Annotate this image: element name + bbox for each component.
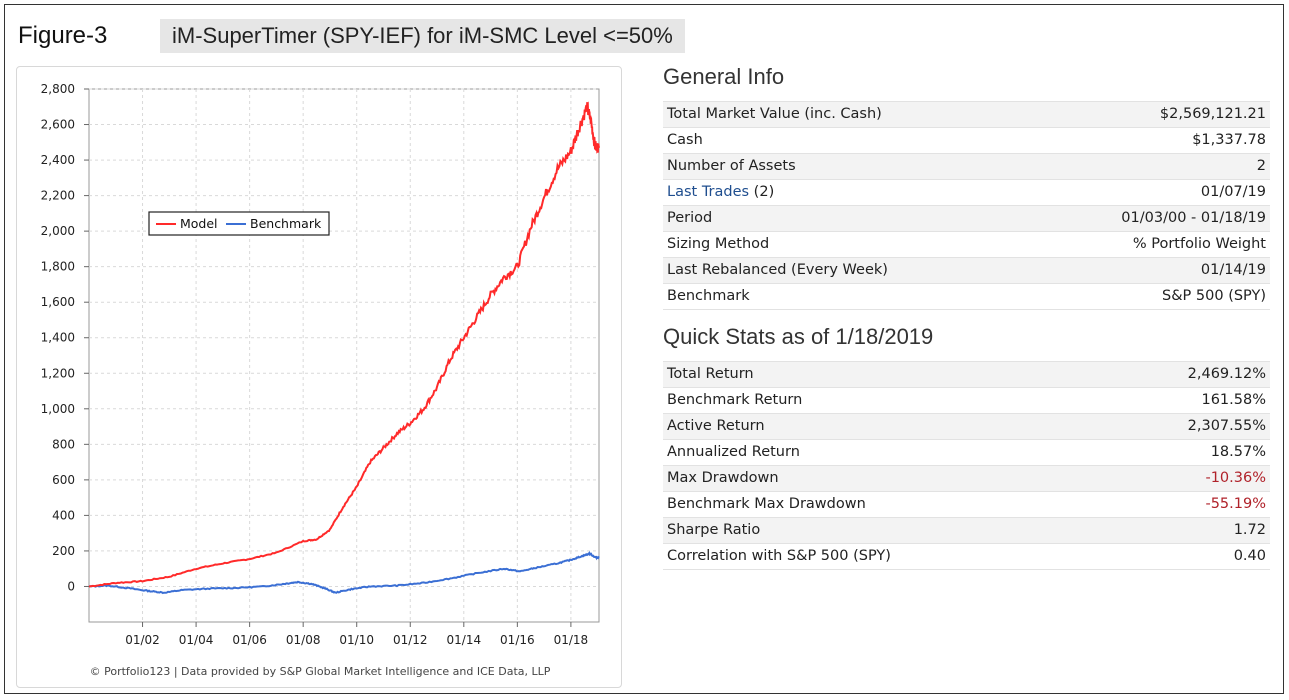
row-value: 01/03/00 - 01/18/19	[1121, 210, 1266, 226]
y-tick-label: 1,600	[41, 295, 75, 309]
series-line-benchmark	[88, 550, 600, 595]
row-value: 2	[1256, 158, 1266, 174]
x-tick-label: 01/18	[554, 633, 589, 647]
y-tick-label: 800	[52, 437, 75, 451]
stat-row-annualized-return: Annualized Return 18.57%	[663, 440, 1270, 466]
row-label: Sizing Method	[667, 236, 770, 252]
row-label: Sharpe Ratio	[667, 522, 761, 538]
x-tick-label: 01/04	[179, 633, 214, 647]
row-value: S&P 500 (SPY)	[1162, 288, 1266, 304]
y-tick-label: 2,000	[41, 224, 75, 238]
stat-row-correlation: Correlation with S&P 500 (SPY) 0.40	[663, 544, 1270, 570]
row-value: $1,337.78	[1192, 132, 1266, 148]
row-value: $2,569,121.21	[1159, 106, 1266, 122]
info-row-total-market-value: Total Market Value (inc. Cash) $2,569,12…	[663, 102, 1270, 128]
row-value: 2,469.12%	[1187, 366, 1266, 382]
figure-title: iM-SuperTimer (SPY-IEF) for iM-SMC Level…	[160, 19, 685, 53]
general-info-section: General Info Total Market Value (inc. Ca…	[663, 64, 1270, 310]
stat-row-total-return: Total Return 2,469.12%	[663, 362, 1270, 388]
legend-label-benchmark: Benchmark	[250, 216, 322, 231]
y-tick-label: 2,800	[41, 82, 75, 96]
row-label: Max Drawdown	[667, 470, 779, 486]
row-label: Cash	[667, 132, 703, 148]
chart-panel: 0 200 400 600 800 1,000 1,200 1,400 1,600 1,800 2,…	[16, 66, 622, 688]
x-tick-label: 01/06	[232, 633, 267, 647]
row-value: 01/07/19	[1200, 184, 1266, 200]
legend-label-model: Model	[180, 216, 218, 231]
row-label: Annualized Return	[667, 444, 800, 460]
row-label: Last Rebalanced (Every Week)	[667, 262, 888, 278]
row-value: 01/14/19	[1200, 262, 1266, 278]
quick-stats-title: Quick Stats as of 1/18/2019	[663, 324, 934, 349]
y-tick-label: 200	[52, 544, 75, 558]
y-tick-label: 400	[52, 508, 75, 522]
stat-row-benchmark-return: Benchmark Return 161.58%	[663, 388, 1270, 414]
x-tick-label: 01/16	[500, 633, 535, 647]
row-label: Benchmark Return	[667, 392, 803, 408]
general-info-title: General Info	[663, 64, 785, 89]
figure-label: Figure-3	[18, 22, 108, 49]
row-value: 161.58%	[1201, 392, 1266, 408]
y-tick-label: 2,400	[41, 153, 75, 167]
row-label: Active Return	[667, 418, 765, 434]
x-tick-label: 01/02	[125, 633, 160, 647]
x-tick-label: 01/12	[393, 633, 428, 647]
series-line-model	[88, 101, 600, 588]
y-tick-label: 1,400	[41, 331, 75, 345]
stat-row-max-drawdown: Max Drawdown -10.36%	[663, 466, 1270, 492]
chart-credit: © Portfolio123 | Data provided by S&P Gl…	[89, 665, 551, 678]
quick-stats-table: Total Return 2,469.12% Benchmark Return …	[663, 361, 1270, 570]
info-row-period: Period 01/03/00 - 01/18/19	[663, 206, 1270, 232]
general-info-table: Total Market Value (inc. Cash) $2,569,12…	[663, 101, 1270, 310]
y-tick-label: 2,600	[41, 118, 75, 132]
last-trades-link[interactable]: Last Trades	[667, 184, 750, 200]
row-value: 1.72	[1233, 522, 1266, 538]
row-value: % Portfolio Weight	[1132, 236, 1266, 252]
plot-area	[88, 88, 600, 623]
y-tick-label: 0	[67, 579, 75, 593]
stat-row-benchmark-max-drawdown: Benchmark Max Drawdown -55.19%	[663, 492, 1270, 518]
x-tick-label: 01/08	[286, 633, 321, 647]
row-label: Total Return	[667, 366, 754, 382]
row-label: Period	[667, 210, 713, 226]
row-value: 0.40	[1233, 548, 1266, 564]
x-tick-label: 01/14	[447, 633, 482, 647]
info-row-last-trades: Last Trades (2) 01/07/19	[663, 180, 1270, 206]
y-tick-label: 1,200	[41, 366, 75, 380]
info-row-cash: Cash $1,337.78	[663, 128, 1270, 154]
row-value: -10.36%	[1205, 470, 1266, 486]
row-value: 2,307.55%	[1187, 418, 1266, 434]
row-label: Benchmark	[667, 288, 750, 304]
row-label: Total Market Value (inc. Cash)	[667, 106, 882, 122]
info-row-last-rebalanced: Last Rebalanced (Every Week) 01/14/19	[663, 258, 1270, 284]
y-tick-label: 1,000	[41, 402, 75, 416]
row-value: -55.19%	[1205, 496, 1266, 512]
row-label: Number of Assets	[667, 158, 796, 174]
stat-row-active-return: Active Return 2,307.55%	[663, 414, 1270, 440]
row-label: Last Trades (2)	[667, 180, 774, 205]
info-row-number-of-assets: Number of Assets 2	[663, 154, 1270, 180]
y-tick-label: 600	[52, 473, 75, 487]
y-tick-label: 2,200	[41, 189, 75, 203]
row-value: 18.57%	[1210, 444, 1266, 460]
stat-row-sharpe-ratio: Sharpe Ratio 1.72	[663, 518, 1270, 544]
performance-chart: 0 200 400 600 800 1,000 1,200 1,400 1,600 1,800 2,…	[41, 82, 600, 647]
x-tick-label: 01/10	[339, 633, 374, 647]
info-row-benchmark: Benchmark S&P 500 (SPY)	[663, 284, 1270, 310]
info-row-sizing-method: Sizing Method % Portfolio Weight	[663, 232, 1270, 258]
row-label: Benchmark Max Drawdown	[667, 496, 866, 512]
last-trades-count: (2)	[749, 184, 775, 200]
y-tick-label: 1,800	[41, 260, 75, 274]
row-label: Correlation with S&P 500 (SPY)	[667, 548, 891, 564]
quick-stats-section: Quick Stats as of 1/18/2019 Total Return…	[663, 324, 1270, 570]
